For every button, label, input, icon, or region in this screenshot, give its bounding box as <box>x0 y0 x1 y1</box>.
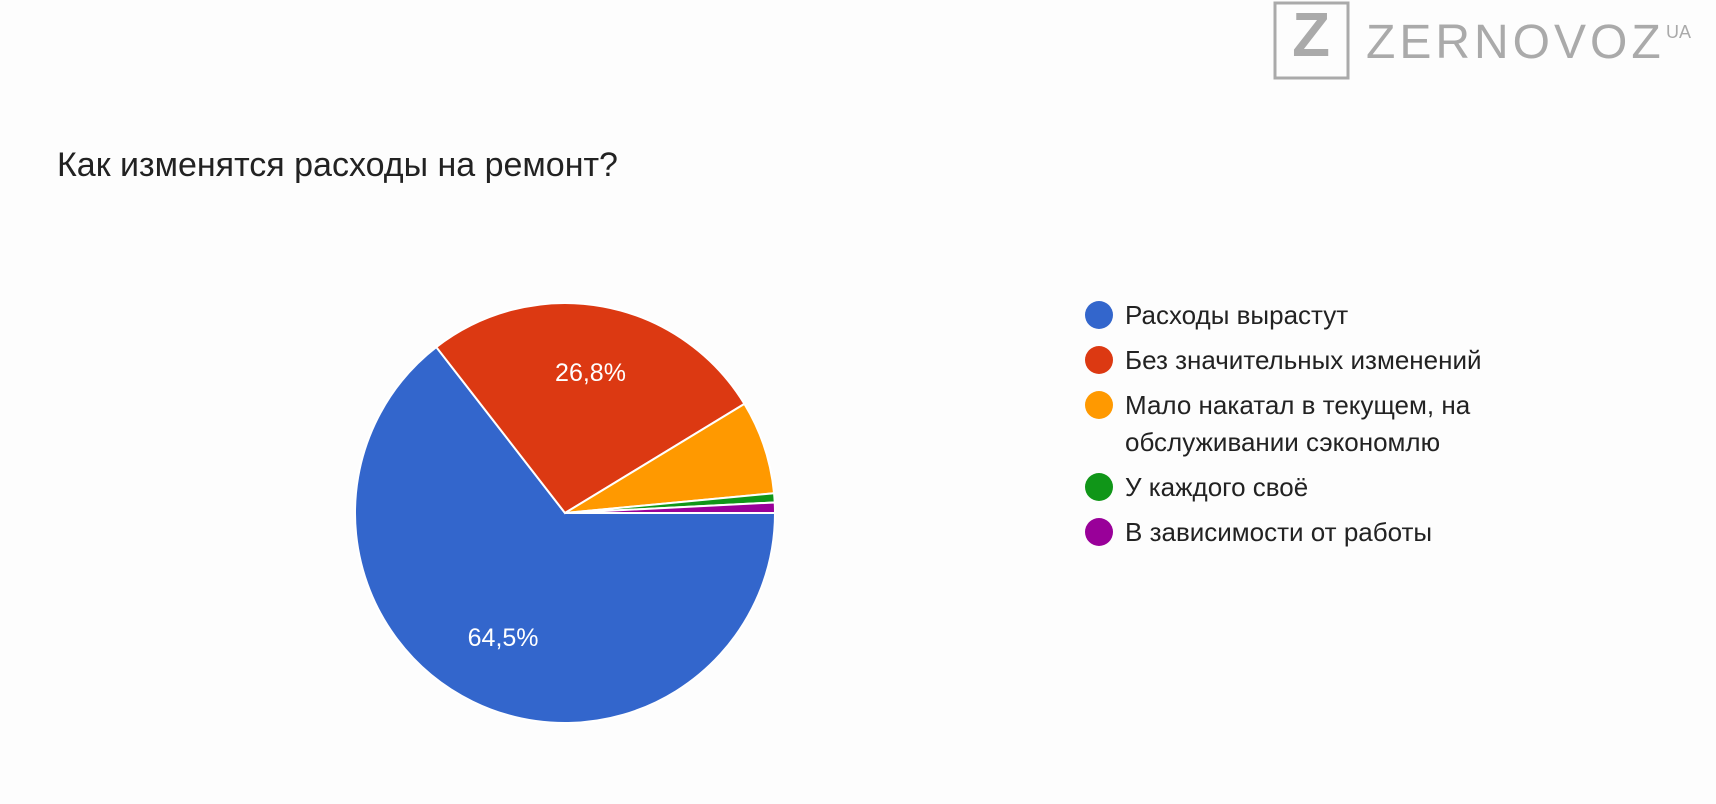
logo-box <box>1273 1 1350 80</box>
pie-slice <box>564 501 777 514</box>
legend: Расходы вырастут Без значительных изменен… <box>1085 297 1525 559</box>
pie-slice <box>434 302 746 515</box>
legend-item: В зависимости от работы <box>1085 514 1525 551</box>
legend-label: Без значительных изменений <box>1125 345 1482 375</box>
legend-item: У каждого своё <box>1085 469 1525 506</box>
logo-brand: ZERNOVOZ <box>1366 16 1665 69</box>
legend-label: В зависимости от работы <box>1125 517 1433 547</box>
legend-swatch <box>1085 518 1113 546</box>
legend-item: Расходы вырастут <box>1085 297 1525 334</box>
legend-item: Без значительных изменений <box>1085 342 1525 379</box>
legend-label: Мало накатал в текущем, на обслуживании … <box>1125 390 1471 457</box>
data-label: 64,5% <box>468 624 539 652</box>
logo-suffix: UA <box>1666 22 1691 42</box>
logo-z: Z <box>1292 1 1330 70</box>
legend-swatch <box>1085 301 1113 329</box>
legend-label: У каждого своё <box>1125 472 1309 502</box>
data-label: 26,8% <box>555 359 626 387</box>
legend-item: Мало накатал в текущем, на обслуживании … <box>1085 387 1525 461</box>
legend-swatch <box>1085 473 1113 501</box>
chart-title: Как изменятся расходы на ремонт? <box>57 146 618 184</box>
legend-label: Расходы вырастут <box>1125 300 1349 330</box>
legend-swatch <box>1085 346 1113 374</box>
legend-swatch <box>1085 391 1113 419</box>
pie-slice <box>354 345 777 724</box>
